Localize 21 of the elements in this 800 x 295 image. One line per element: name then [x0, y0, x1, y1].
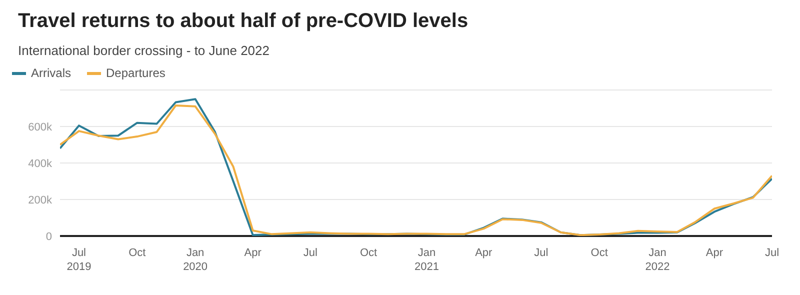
x-tick-label: Oct	[128, 247, 146, 259]
x-tick-label: Jan 2021	[414, 247, 439, 273]
chart-title: Travel returns to about half of pre-COVID levels	[18, 10, 470, 33]
x-tick-label: Jul 2019	[66, 247, 92, 273]
x-tick-label: Jan 2022	[645, 247, 670, 273]
x-tick-label: Apr	[475, 247, 493, 259]
x-tick-label: Jan 2020	[183, 247, 208, 273]
y-tick-label: 0	[46, 230, 52, 243]
legend-label: Arrivals	[31, 66, 72, 80]
x-tick-label: Jul	[534, 247, 548, 259]
y-tick-label: 600k	[28, 121, 52, 134]
x-tick-label: Apr	[244, 247, 262, 259]
y-tick-label: 400k	[28, 158, 52, 170]
x-tick-label: Jul	[764, 247, 780, 259]
x-tick-label: Jul	[303, 247, 318, 259]
y-tick-label: 200k	[28, 194, 52, 206]
chart-subtitle: International border crossing - to June 2022	[18, 43, 270, 58]
x-tick-label: Oct	[360, 247, 378, 259]
legend-label: Departures	[106, 66, 166, 80]
x-tick-label: Apr	[706, 247, 724, 259]
x-tick-label: Oct	[590, 247, 608, 259]
